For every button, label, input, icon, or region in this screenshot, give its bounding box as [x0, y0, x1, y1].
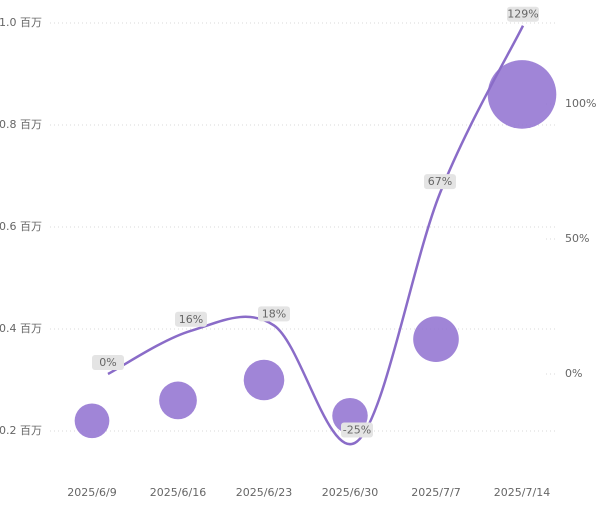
data-label-text: 18%	[262, 307, 286, 320]
data-label-bg	[507, 6, 539, 22]
bubble	[159, 381, 197, 420]
x-tick-label: 2025/6/9	[67, 486, 116, 499]
line	[107, 25, 525, 446]
data-label: 16%	[175, 311, 207, 327]
bubble	[413, 316, 459, 363]
bubble	[243, 359, 285, 401]
data-label-bg	[92, 355, 124, 370]
data-label-text: 67%	[428, 175, 452, 188]
bubble	[487, 60, 557, 129]
y2-tick-label: 50%	[565, 232, 589, 245]
x-tick-label: 2025/6/23	[236, 486, 292, 499]
data-label-bg	[175, 311, 207, 327]
bubble	[74, 403, 110, 439]
data-label: 129%	[507, 6, 539, 22]
y-tick-label: 0.4 百万	[0, 322, 42, 335]
x-tick-label: 2025/7/14	[494, 486, 550, 499]
y2-tick-label: 100%	[565, 97, 596, 110]
y-tick-label: 0.6 百万	[0, 220, 42, 233]
y-tick-label: 0.2 百万	[0, 424, 42, 437]
data-label: 67%	[424, 174, 456, 190]
data-label-text: 16%	[179, 313, 203, 326]
data-label-text: 129%	[507, 8, 538, 21]
data-label: 18%	[258, 306, 290, 322]
x-tick-label: 2025/6/16	[150, 486, 206, 499]
x-tick-label: 2025/7/7	[411, 486, 460, 499]
data-label-bg	[424, 174, 456, 190]
y-tick-label: 1.0 百万	[0, 16, 42, 29]
data-label-bg	[341, 422, 373, 438]
data-label-text: 0%	[99, 356, 116, 369]
x-tick-label: 2025/6/30	[322, 486, 378, 499]
data-label-bg	[258, 306, 290, 322]
data-label: -25%	[341, 422, 373, 438]
data-label: 0%	[92, 355, 124, 370]
data-label-text: -25%	[343, 424, 371, 437]
y-tick-label: 0.8 百万	[0, 118, 42, 131]
y2-tick-label: 0%	[565, 367, 582, 380]
